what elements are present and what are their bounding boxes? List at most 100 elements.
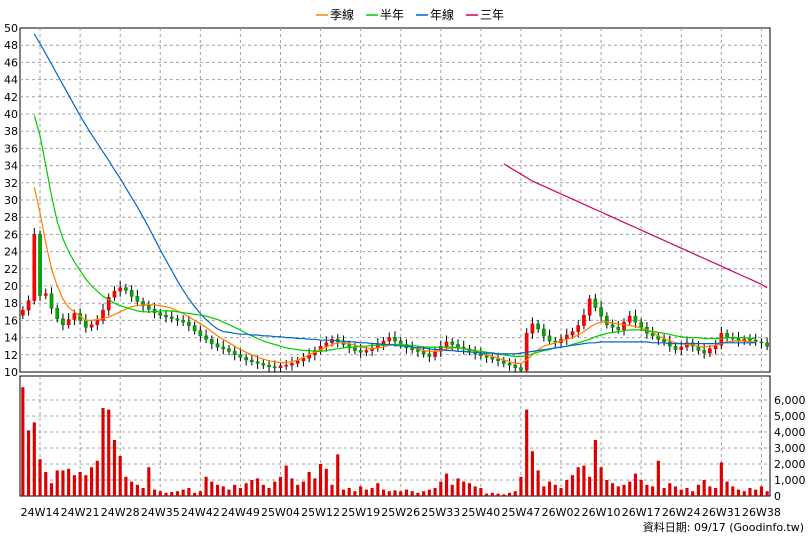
volume-bar	[496, 493, 500, 496]
candlestick	[192, 321, 197, 335]
volume-bar	[210, 481, 214, 496]
candlestick	[215, 338, 220, 351]
volume-bar	[473, 486, 477, 496]
volume-bar	[513, 491, 517, 496]
volume-bar	[341, 489, 346, 496]
volume-bar	[444, 473, 449, 496]
candlestick	[702, 344, 706, 359]
volume-bar	[307, 472, 311, 496]
volume-bar	[273, 481, 277, 496]
volume-bar	[32, 422, 36, 496]
volume-bar	[21, 387, 25, 496]
volume-bar	[588, 476, 592, 496]
candlestick	[43, 288, 48, 300]
candlestick	[513, 358, 518, 372]
legend-label: 半年	[380, 8, 404, 22]
candlestick	[387, 332, 392, 345]
volume-tick-label: 5,000	[774, 410, 806, 423]
volume-bar	[456, 478, 460, 496]
volume-bar	[147, 467, 151, 496]
candlestick	[221, 340, 226, 355]
volume-bar	[49, 483, 54, 496]
price-tick-label: 38	[4, 125, 18, 138]
candlestick	[135, 289, 140, 306]
volume-bar	[227, 489, 231, 496]
x-axis: 24W14 24W21 24W28 24W35 24W42 24W49 25W04 25W12…	[21, 506, 781, 519]
volume-bar	[462, 481, 466, 496]
volume-bar	[410, 491, 414, 496]
x-tick-label: 26W38	[742, 506, 781, 519]
x-tick-label: 25W26	[381, 506, 420, 519]
candlestick	[278, 362, 283, 372]
volume-bar	[633, 473, 638, 496]
x-tick-label: 26W10	[582, 506, 621, 519]
volume-panel: 0 1,000 2,000 3,000 4,000 5,000 6,000	[19, 375, 806, 503]
volume-bar	[416, 492, 420, 496]
x-tick-label: 25W12	[301, 506, 340, 519]
candlestick	[169, 310, 174, 323]
price-tick-label: 40	[4, 108, 18, 121]
volume-bar	[708, 486, 712, 496]
volume-bar	[44, 472, 48, 496]
volume-bar	[679, 489, 683, 496]
volume-bar	[27, 430, 31, 496]
volume-bar	[318, 464, 323, 496]
candlestick	[32, 227, 37, 305]
volume-bar	[490, 492, 494, 496]
volume-bar	[164, 492, 168, 496]
volume-bar	[673, 486, 678, 496]
volume-bar	[450, 484, 454, 496]
candlestick	[496, 352, 500, 367]
candlestick	[146, 300, 151, 314]
candlestick	[324, 336, 329, 352]
volume-bar	[559, 488, 563, 496]
volume-bar	[250, 480, 254, 496]
volume-bar	[84, 475, 88, 496]
price-tick-label: 34	[4, 160, 18, 173]
volume-bar	[124, 476, 128, 496]
candlestick	[295, 356, 300, 368]
price-panel: 10 12 14 16 18 20 22 24 26 28 30 32 34 36 38 40 42 44 46 48…	[4, 22, 771, 379]
ma-three-year-line	[503, 163, 768, 289]
candlestick	[284, 359, 289, 370]
candlestick	[244, 353, 248, 366]
volume-tick-label: 1,000	[774, 474, 806, 487]
volume-bar	[530, 451, 534, 496]
candlestick	[267, 359, 271, 372]
candlestick	[622, 318, 626, 336]
candlestick	[650, 326, 655, 340]
volume-bar	[152, 489, 157, 496]
price-tick-label: 14	[4, 332, 18, 345]
volume-bar	[387, 491, 391, 496]
candlestick	[66, 313, 71, 329]
candlestick	[633, 309, 638, 328]
candlestick	[238, 348, 243, 362]
x-tick-label: 24W42	[181, 506, 220, 519]
volume-bar	[381, 489, 386, 496]
volume-bar	[336, 454, 340, 496]
volume-bar	[691, 491, 695, 496]
volume-bar	[141, 488, 145, 496]
candlestick	[55, 304, 60, 323]
volume-tick-label: 0	[774, 490, 781, 503]
candlestick	[456, 339, 460, 351]
volume-bar	[89, 467, 94, 496]
volume-bar	[576, 467, 580, 496]
volume-bar	[193, 492, 197, 496]
volume-bar	[112, 440, 117, 496]
candlestick	[187, 315, 191, 332]
candlestick	[61, 313, 65, 331]
volume-bar	[353, 491, 357, 496]
volume-bar	[347, 488, 351, 496]
candlestick	[290, 356, 294, 371]
candlestick	[438, 341, 443, 357]
candlestick	[708, 344, 712, 357]
legend-label: 季線	[330, 7, 354, 22]
volume-bar	[748, 488, 752, 496]
volume-bar	[370, 488, 374, 496]
candlestick	[547, 329, 552, 345]
candlestick	[198, 325, 203, 342]
volume-bar	[61, 470, 65, 496]
volume-bar	[107, 409, 111, 496]
